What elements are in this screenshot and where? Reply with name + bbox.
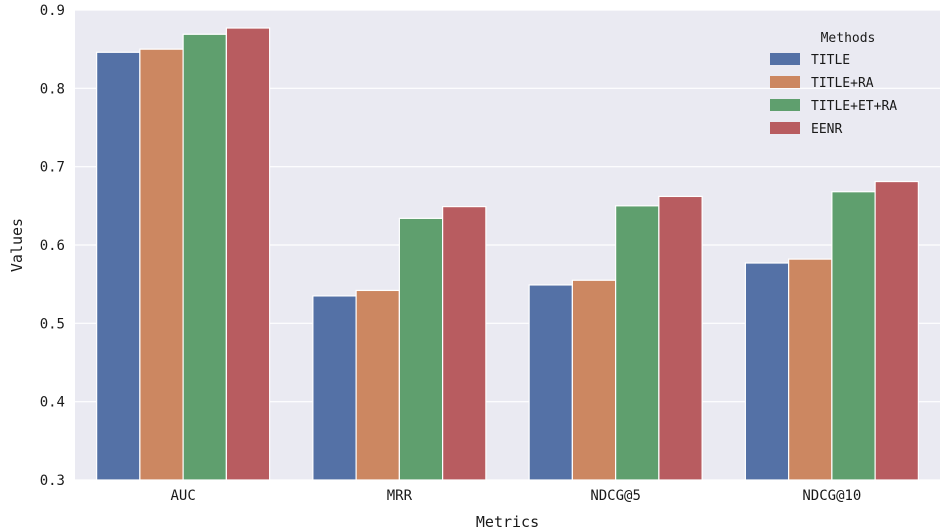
legend-label: TITLE+ET+RA [811,99,897,114]
y-tick-label: 0.4 [40,395,65,411]
legend-label: TITLE+RA [811,76,874,91]
legend-swatch [770,99,800,111]
bar-mrr-eenr [442,206,487,481]
bar-auc-title-ra [139,48,184,481]
bar-mrr-title-et-ra [398,217,444,481]
bar-auc-eenr [225,27,271,481]
bar-ndcg-5-title-ra [571,279,617,481]
legend-title: Methods [821,31,876,46]
y-axis-ticks: 0.3 0.4 0.5 0.6 0.7 0.8 0.9 [40,3,65,489]
bar-ndcg-10-title-et-ra [831,191,876,481]
bar-ndcg-10-eenr [874,180,919,481]
y-tick-label: 0.6 [40,238,65,254]
y-tick-label: 0.3 [40,473,65,489]
bar-ndcg-5-title-et-ra [615,205,660,481]
y-tick-label: 0.5 [40,316,65,332]
legend-swatch [770,53,800,65]
bar-mrr-title [312,295,357,481]
bar-auc-title [96,51,141,481]
y-tick-label: 0.8 [40,81,65,97]
bars [96,27,919,481]
x-tick-label: AUC [170,488,195,504]
bar-ndcg-10-title-ra [788,258,833,481]
legend-swatch [770,76,800,88]
x-axis-label: Metrics [476,513,539,531]
bar-ndcg-10-title [744,262,790,481]
y-axis-label: Values [8,218,26,272]
legend-swatch [770,122,800,134]
y-tick-label: 0.7 [40,160,65,176]
x-tick-label: NDCG@10 [802,488,861,504]
legend-label: TITLE [811,53,850,68]
bar-mrr-title-ra [355,289,400,481]
x-axis-ticks: AUC MRR NDCG@5 NDCG@10 [170,488,861,504]
bar-ndcg-5-title [528,284,573,481]
bar-ndcg-5-eenr [658,195,703,481]
bar-auc-title-et-ra [182,33,227,481]
x-tick-label: MRR [387,488,413,504]
legend-label: EENR [811,122,842,137]
legend: Methods TITLE TITLE+RA TITLE+ET+RA EENR [770,31,897,137]
y-tick-label: 0.9 [40,3,65,19]
x-tick-label: NDCG@5 [590,488,641,504]
